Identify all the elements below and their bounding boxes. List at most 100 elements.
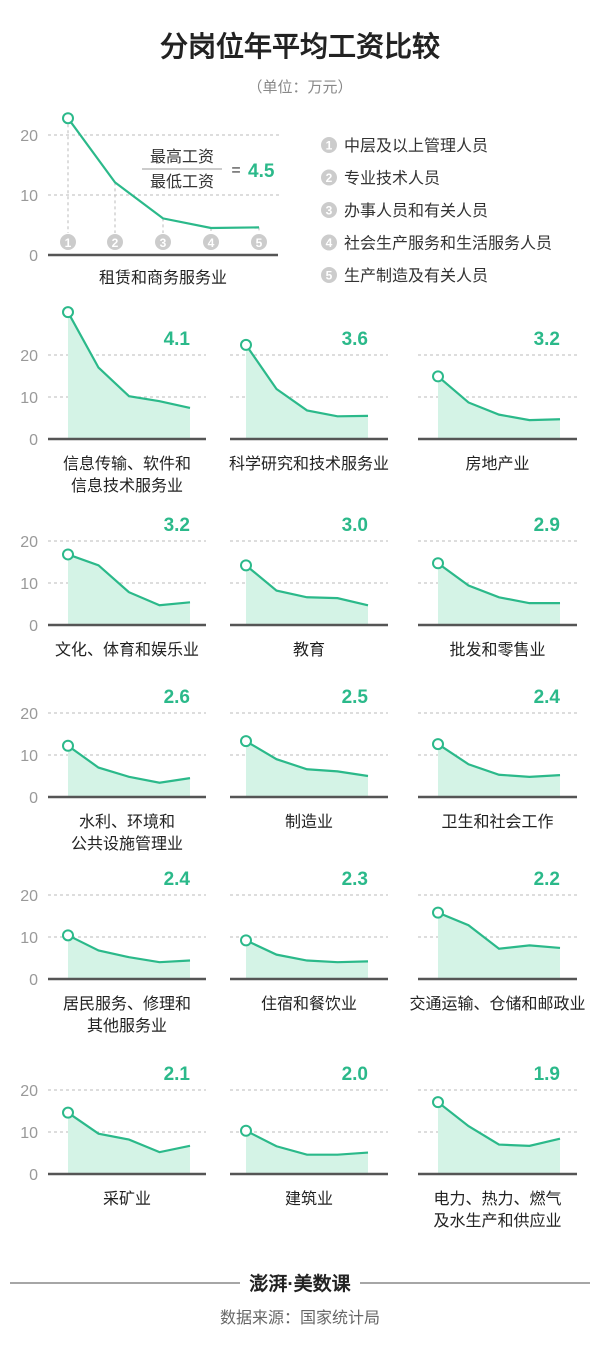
ratio-value: 2.4: [534, 687, 561, 708]
panel: 2.4 卫生和社会工作: [418, 687, 577, 831]
legend-item-label: 生产制造及有关人员: [344, 267, 488, 285]
position-badge-number: 5: [256, 236, 263, 250]
unit-note: （单位：万元）: [247, 79, 352, 96]
category-label: 制造业: [285, 813, 333, 831]
series-area: [68, 554, 190, 625]
y-tick-label: 10: [20, 1125, 38, 1142]
position-badge-number: 2: [112, 236, 119, 250]
y-tick-label: 20: [20, 706, 38, 723]
legend-badge-number: 3: [326, 204, 333, 218]
y-tick-label: 20: [20, 534, 38, 551]
legend-badge: [321, 137, 337, 153]
position-badge: [251, 234, 267, 250]
y-tick-label: 0: [29, 790, 38, 807]
max-point-marker: [240, 934, 252, 947]
category-label: 信息传输、软件和: [63, 455, 191, 473]
series-area: [438, 1102, 560, 1174]
max-point-marker: [240, 559, 252, 572]
data-source: 数据来源：国家统计局: [220, 1309, 380, 1327]
ratio-value: 2.3: [342, 869, 368, 890]
legend-badge-number: 2: [326, 171, 333, 185]
ratio-denominator: 最低工资: [150, 173, 214, 191]
panel: 2.3 住宿和餐饮业: [230, 869, 388, 1013]
series-area: [246, 565, 368, 625]
position-badge: [203, 234, 219, 250]
y-tick-label: 10: [20, 188, 38, 205]
max-point-marker: [432, 738, 444, 751]
ratio-equals: =: [231, 162, 240, 179]
category-label: 建筑业: [285, 1190, 333, 1208]
legend-badge: [321, 267, 337, 283]
panel: 3.0 教育: [230, 515, 388, 659]
y-tick-label: 20: [20, 1083, 38, 1100]
position-badge: [107, 234, 123, 250]
panel: 0 10 20 3.2 文化、体育和娱乐业: [20, 515, 206, 659]
legend-item-label: 专业技术人员: [344, 170, 440, 188]
series-area: [246, 940, 368, 979]
ratio-value: 3.2: [164, 515, 190, 536]
ratio-value: 2.2: [534, 869, 560, 890]
chart-title: 分岗位年平均工资比较: [160, 30, 440, 62]
max-point-marker: [432, 370, 444, 383]
y-tick-label: 10: [20, 390, 38, 407]
legend-badge: [321, 234, 337, 251]
y-tick-label: 20: [20, 888, 38, 905]
logo-box: [240, 1268, 360, 1298]
ratio-value: 2.6: [164, 687, 190, 708]
y-tick-label: 20: [20, 348, 38, 365]
category-label: 教育: [293, 641, 325, 659]
panel: 2.0 建筑业: [230, 1064, 388, 1208]
category-label: 交通运输、仓储和邮政业: [409, 995, 585, 1013]
series-area: [438, 376, 560, 439]
category-label: 住宿和餐饮业: [261, 995, 357, 1013]
y-tick-label: 0: [29, 972, 38, 989]
position-badge: [60, 234, 76, 250]
series-line: [67, 117, 260, 230]
ratio-value: 1.9: [534, 1064, 560, 1085]
position-badge-number: 3: [160, 236, 167, 250]
max-point-marker: [62, 306, 74, 319]
max-point-marker: [62, 548, 74, 561]
category-label: 采矿业: [103, 1190, 151, 1208]
category-label: 批发和零售业: [449, 641, 545, 659]
max-point-marker: [432, 906, 444, 919]
ratio-numerator: 最高工资: [150, 148, 214, 166]
category-label: 水利、环境和: [79, 812, 175, 831]
logo: 澎湃·美数课: [249, 1272, 351, 1295]
series-area: [438, 563, 560, 625]
category-label: 及水生产和供应业: [433, 1211, 561, 1230]
ratio-value: 2.9: [534, 515, 560, 536]
y-tick-label: 10: [20, 576, 38, 593]
legend: 1 中层及以上管理人员 2 专业技术人员 3 办事人员和有关人员 4 社会生产服务和生活服务人…: [321, 137, 552, 285]
position-badge-number: 1: [65, 236, 72, 250]
ratio-value-main: 4.5: [248, 161, 275, 182]
max-point-marker: [62, 929, 74, 942]
ratio-value: 3.0: [342, 515, 368, 536]
legend-item-label: 社会生产服务和生活服务人员: [344, 235, 552, 253]
y-tick-label: 0: [29, 618, 38, 635]
ratio-value: 2.0: [342, 1064, 368, 1085]
series-area: [246, 741, 368, 797]
max-point-marker: [240, 735, 252, 748]
category-label: 租赁和商务服务业: [99, 269, 227, 287]
panel: 3.6 科学研究和技术服务业: [229, 329, 389, 473]
category-label: 居民服务、修理和: [63, 995, 191, 1013]
max-point-marker: [62, 112, 74, 125]
position-badge: [155, 234, 171, 250]
max-point-marker: [62, 739, 74, 752]
max-point-marker: [240, 1124, 252, 1137]
ratio-value: 2.4: [164, 869, 191, 890]
legend-badge: [321, 202, 337, 218]
panel: 2.9 批发和零售业: [418, 515, 577, 659]
legend-badge: [321, 169, 337, 186]
category-label: 房地产业: [465, 455, 529, 473]
position-badge-number: 4: [208, 236, 215, 250]
ratio-value: 4.1: [164, 329, 191, 350]
series-area: [438, 744, 560, 797]
series-area: [246, 1130, 368, 1174]
category-label: 电力、热力、燃气: [433, 1190, 561, 1208]
category-label: 科学研究和技术服务业: [229, 455, 389, 473]
